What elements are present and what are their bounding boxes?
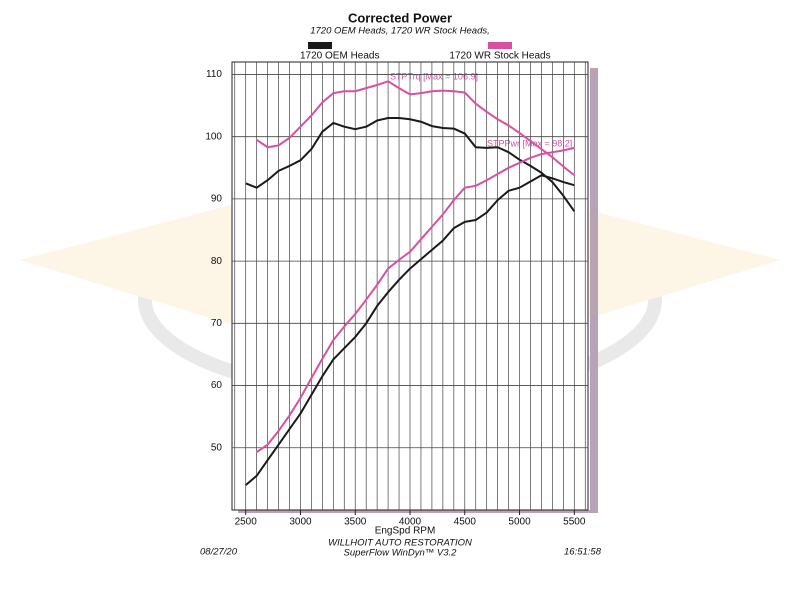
torque-line	[245, 117, 576, 212]
power-line	[256, 146, 575, 453]
x-axis-label: EngSpd RPM	[375, 526, 436, 537]
footer-time: 16:51:58	[564, 547, 602, 558]
legend-label: 1720 OEM Heads	[300, 51, 380, 62]
x-tick-label: 4000	[399, 517, 422, 528]
y-tick-label: 80	[211, 256, 223, 267]
x-tick-label: 5500	[563, 517, 586, 528]
y-tick-label: 100	[205, 131, 222, 142]
plot-layer: 50 60 70 80 90 100 110 2500 3000 3500 4000 4500 5000…	[205, 62, 588, 528]
chart-title: Corrected Power	[348, 10, 452, 25]
y-tick-label: 70	[211, 318, 223, 329]
power-line	[245, 174, 575, 486]
chart-subtitle: 1720 OEM Heads, 1720 WR Stock Heads,	[310, 26, 490, 37]
footer-software: SuperFlow WinDyn™ V3.2	[344, 548, 458, 559]
y-tick-label: 50	[211, 442, 223, 453]
x-tick-label: 4500	[454, 517, 477, 528]
footer-company: WILLHOIT AUTO RESTORATION	[328, 538, 472, 549]
legend-swatch	[308, 42, 332, 49]
plot-shadow	[590, 68, 598, 512]
y-tick-label: 90	[211, 194, 223, 205]
x-tick-label: 5000	[508, 517, 531, 528]
plot-shadow	[238, 510, 598, 513]
legend-swatch	[488, 42, 512, 49]
x-tick-label: 3000	[289, 517, 312, 528]
legend-label: 1720 WR Stock Heads	[449, 51, 550, 62]
power-annotation: STPPwr [Max = 98.2]	[487, 138, 572, 148]
torque-line	[256, 80, 575, 177]
x-tick-label: 3500	[344, 517, 367, 528]
footer-date: 08/27/20	[200, 547, 238, 558]
x-tick-label: 2500	[235, 517, 258, 528]
torque-annotation: STPTrq [Max = 106.9]	[390, 71, 478, 81]
y-tick-label: 60	[211, 380, 223, 391]
y-tick-label: 110	[206, 69, 222, 80]
